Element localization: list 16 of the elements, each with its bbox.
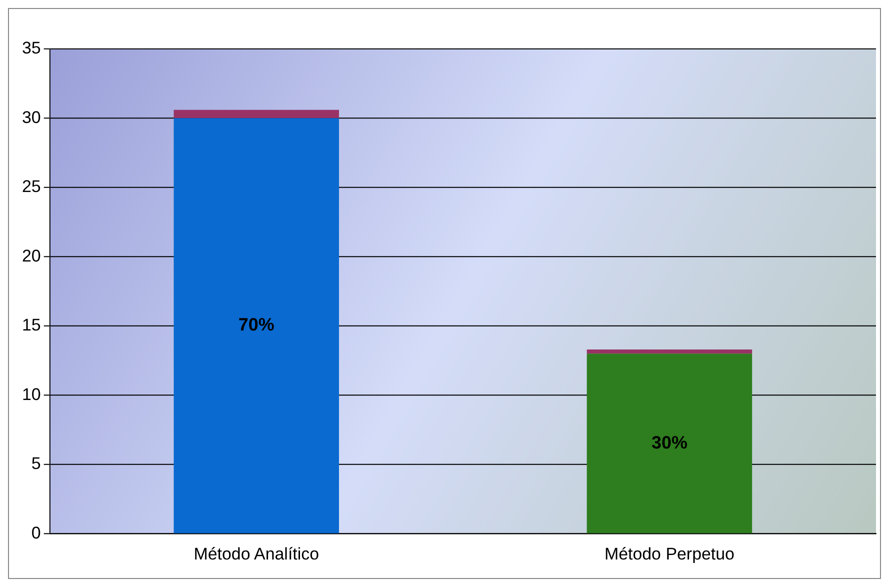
bar bbox=[586, 349, 752, 354]
y-tick-label: 30 bbox=[22, 108, 41, 127]
bar bbox=[174, 110, 339, 118]
x-tick-label: Método Perpetuo bbox=[604, 544, 734, 564]
annotation: 30% bbox=[651, 432, 688, 452]
bar bbox=[586, 354, 752, 534]
bar bbox=[174, 118, 339, 534]
annotation: 70% bbox=[238, 314, 274, 335]
y-tick-label: 25 bbox=[22, 177, 41, 196]
y-tick-label: 0 bbox=[31, 523, 41, 542]
y-tick-label: 35 bbox=[22, 38, 41, 58]
x-tick-label: Método Analítico bbox=[194, 544, 320, 564]
y-tick-label: 15 bbox=[22, 316, 41, 335]
y-tick-label: 20 bbox=[22, 246, 41, 266]
y-tick-label: 10 bbox=[22, 384, 41, 404]
y-tick-label: 5 bbox=[31, 454, 41, 474]
